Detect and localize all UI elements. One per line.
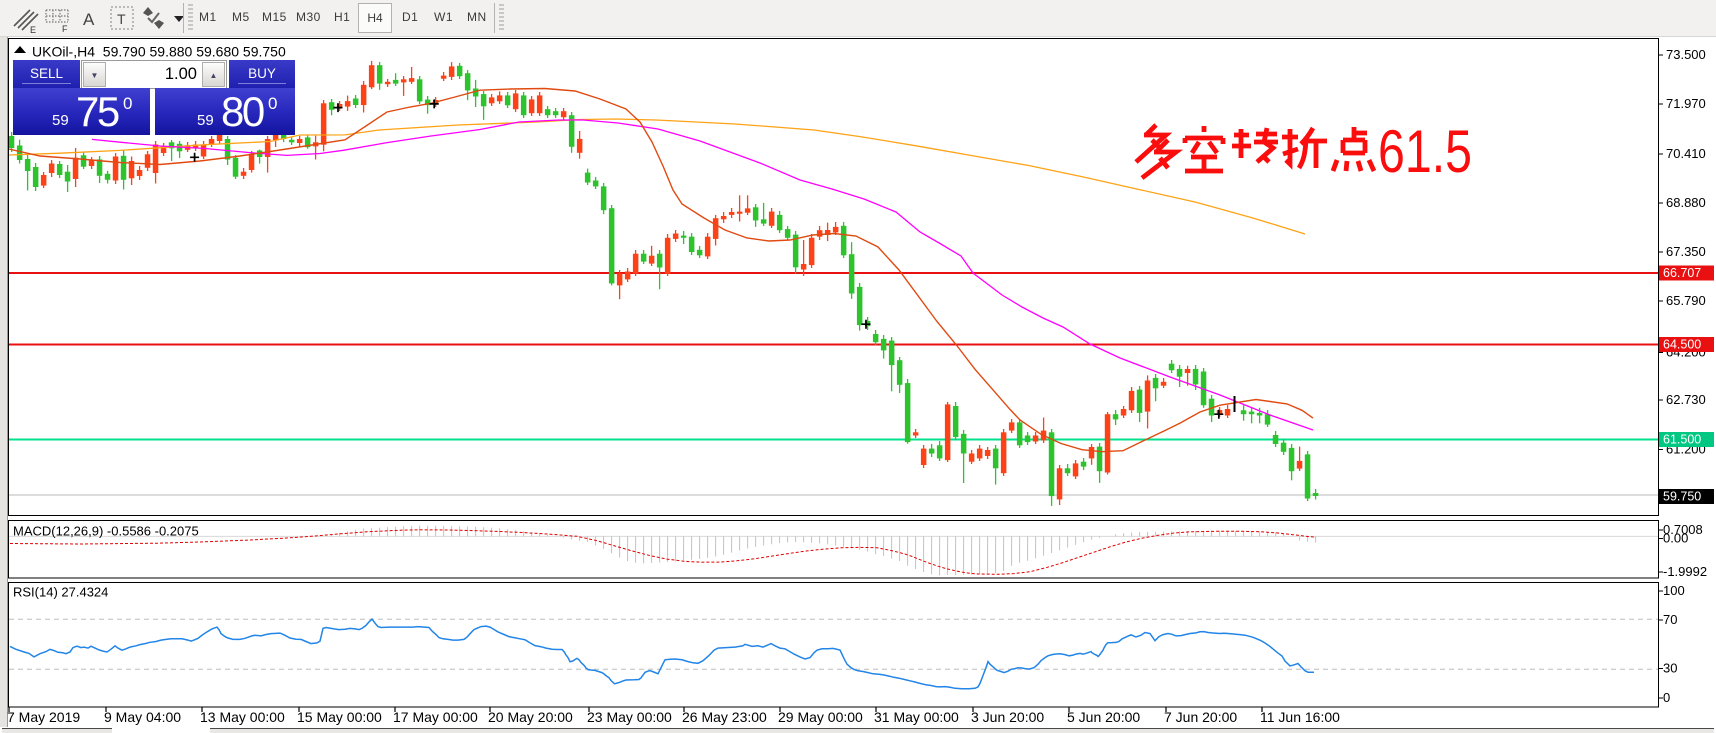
svg-text:9 May 04:00: 9 May 04:00 xyxy=(104,709,181,725)
svg-text:5 Jun 20:00: 5 Jun 20:00 xyxy=(1067,709,1140,725)
svg-text:17 May 00:00: 17 May 00:00 xyxy=(393,709,478,725)
svg-text:7 Jun 20:00: 7 Jun 20:00 xyxy=(1164,709,1237,725)
svg-text:7 May 2019: 7 May 2019 xyxy=(7,709,80,725)
svg-text:F: F xyxy=(62,24,68,34)
svg-text:3 Jun 20:00: 3 Jun 20:00 xyxy=(971,709,1044,725)
svg-text:31 May 00:00: 31 May 00:00 xyxy=(874,709,959,725)
svg-text:100: 100 xyxy=(1663,583,1685,598)
svg-text:15 May 00:00: 15 May 00:00 xyxy=(297,709,382,725)
svg-text:0.00: 0.00 xyxy=(1663,531,1688,546)
svg-text:23 May 00:00: 23 May 00:00 xyxy=(587,709,672,725)
svg-text:62.730: 62.730 xyxy=(1666,392,1706,407)
svg-text:64.500: 64.500 xyxy=(1663,338,1701,352)
svg-text:29 May 00:00: 29 May 00:00 xyxy=(778,709,863,725)
svg-text:71.970: 71.970 xyxy=(1666,96,1706,111)
svg-text:70: 70 xyxy=(1663,612,1677,627)
svg-text:RSI(14) 27.4324: RSI(14) 27.4324 xyxy=(13,585,108,600)
svg-text:T: T xyxy=(117,11,126,27)
svg-text:67.350: 67.350 xyxy=(1666,244,1706,259)
svg-text:-1.9992: -1.9992 xyxy=(1663,564,1707,579)
svg-text:13 May 00:00: 13 May 00:00 xyxy=(200,709,285,725)
svg-text:UKOil-,H4 59.790 59.880 59.68: UKOil-,H4 59.790 59.880 59.680 59.750 xyxy=(32,44,286,60)
svg-text:0.7008: 0.7008 xyxy=(1663,522,1703,537)
svg-text:61.500: 61.500 xyxy=(1663,433,1701,447)
svg-text:MACD(12,26,9) -0.5586 -0.2075: MACD(12,26,9) -0.5586 -0.2075 xyxy=(13,524,199,539)
svg-text:73.500: 73.500 xyxy=(1666,47,1706,62)
svg-text:61.5: 61.5 xyxy=(1378,118,1472,185)
svg-text:59.750: 59.750 xyxy=(1663,490,1701,504)
svg-text:26 May 23:00: 26 May 23:00 xyxy=(682,709,767,725)
svg-text:66.707: 66.707 xyxy=(1663,266,1701,280)
svg-text:A: A xyxy=(83,10,95,29)
svg-text:65.790: 65.790 xyxy=(1666,293,1706,308)
svg-text:68.880: 68.880 xyxy=(1666,195,1706,210)
svg-text:70.410: 70.410 xyxy=(1666,146,1706,161)
svg-text:E: E xyxy=(30,25,36,34)
svg-text:20 May 20:00: 20 May 20:00 xyxy=(488,709,573,725)
svg-text:11 Jun 16:00: 11 Jun 16:00 xyxy=(1260,709,1340,725)
svg-text:30: 30 xyxy=(1663,661,1677,676)
svg-text:0: 0 xyxy=(1663,690,1670,705)
